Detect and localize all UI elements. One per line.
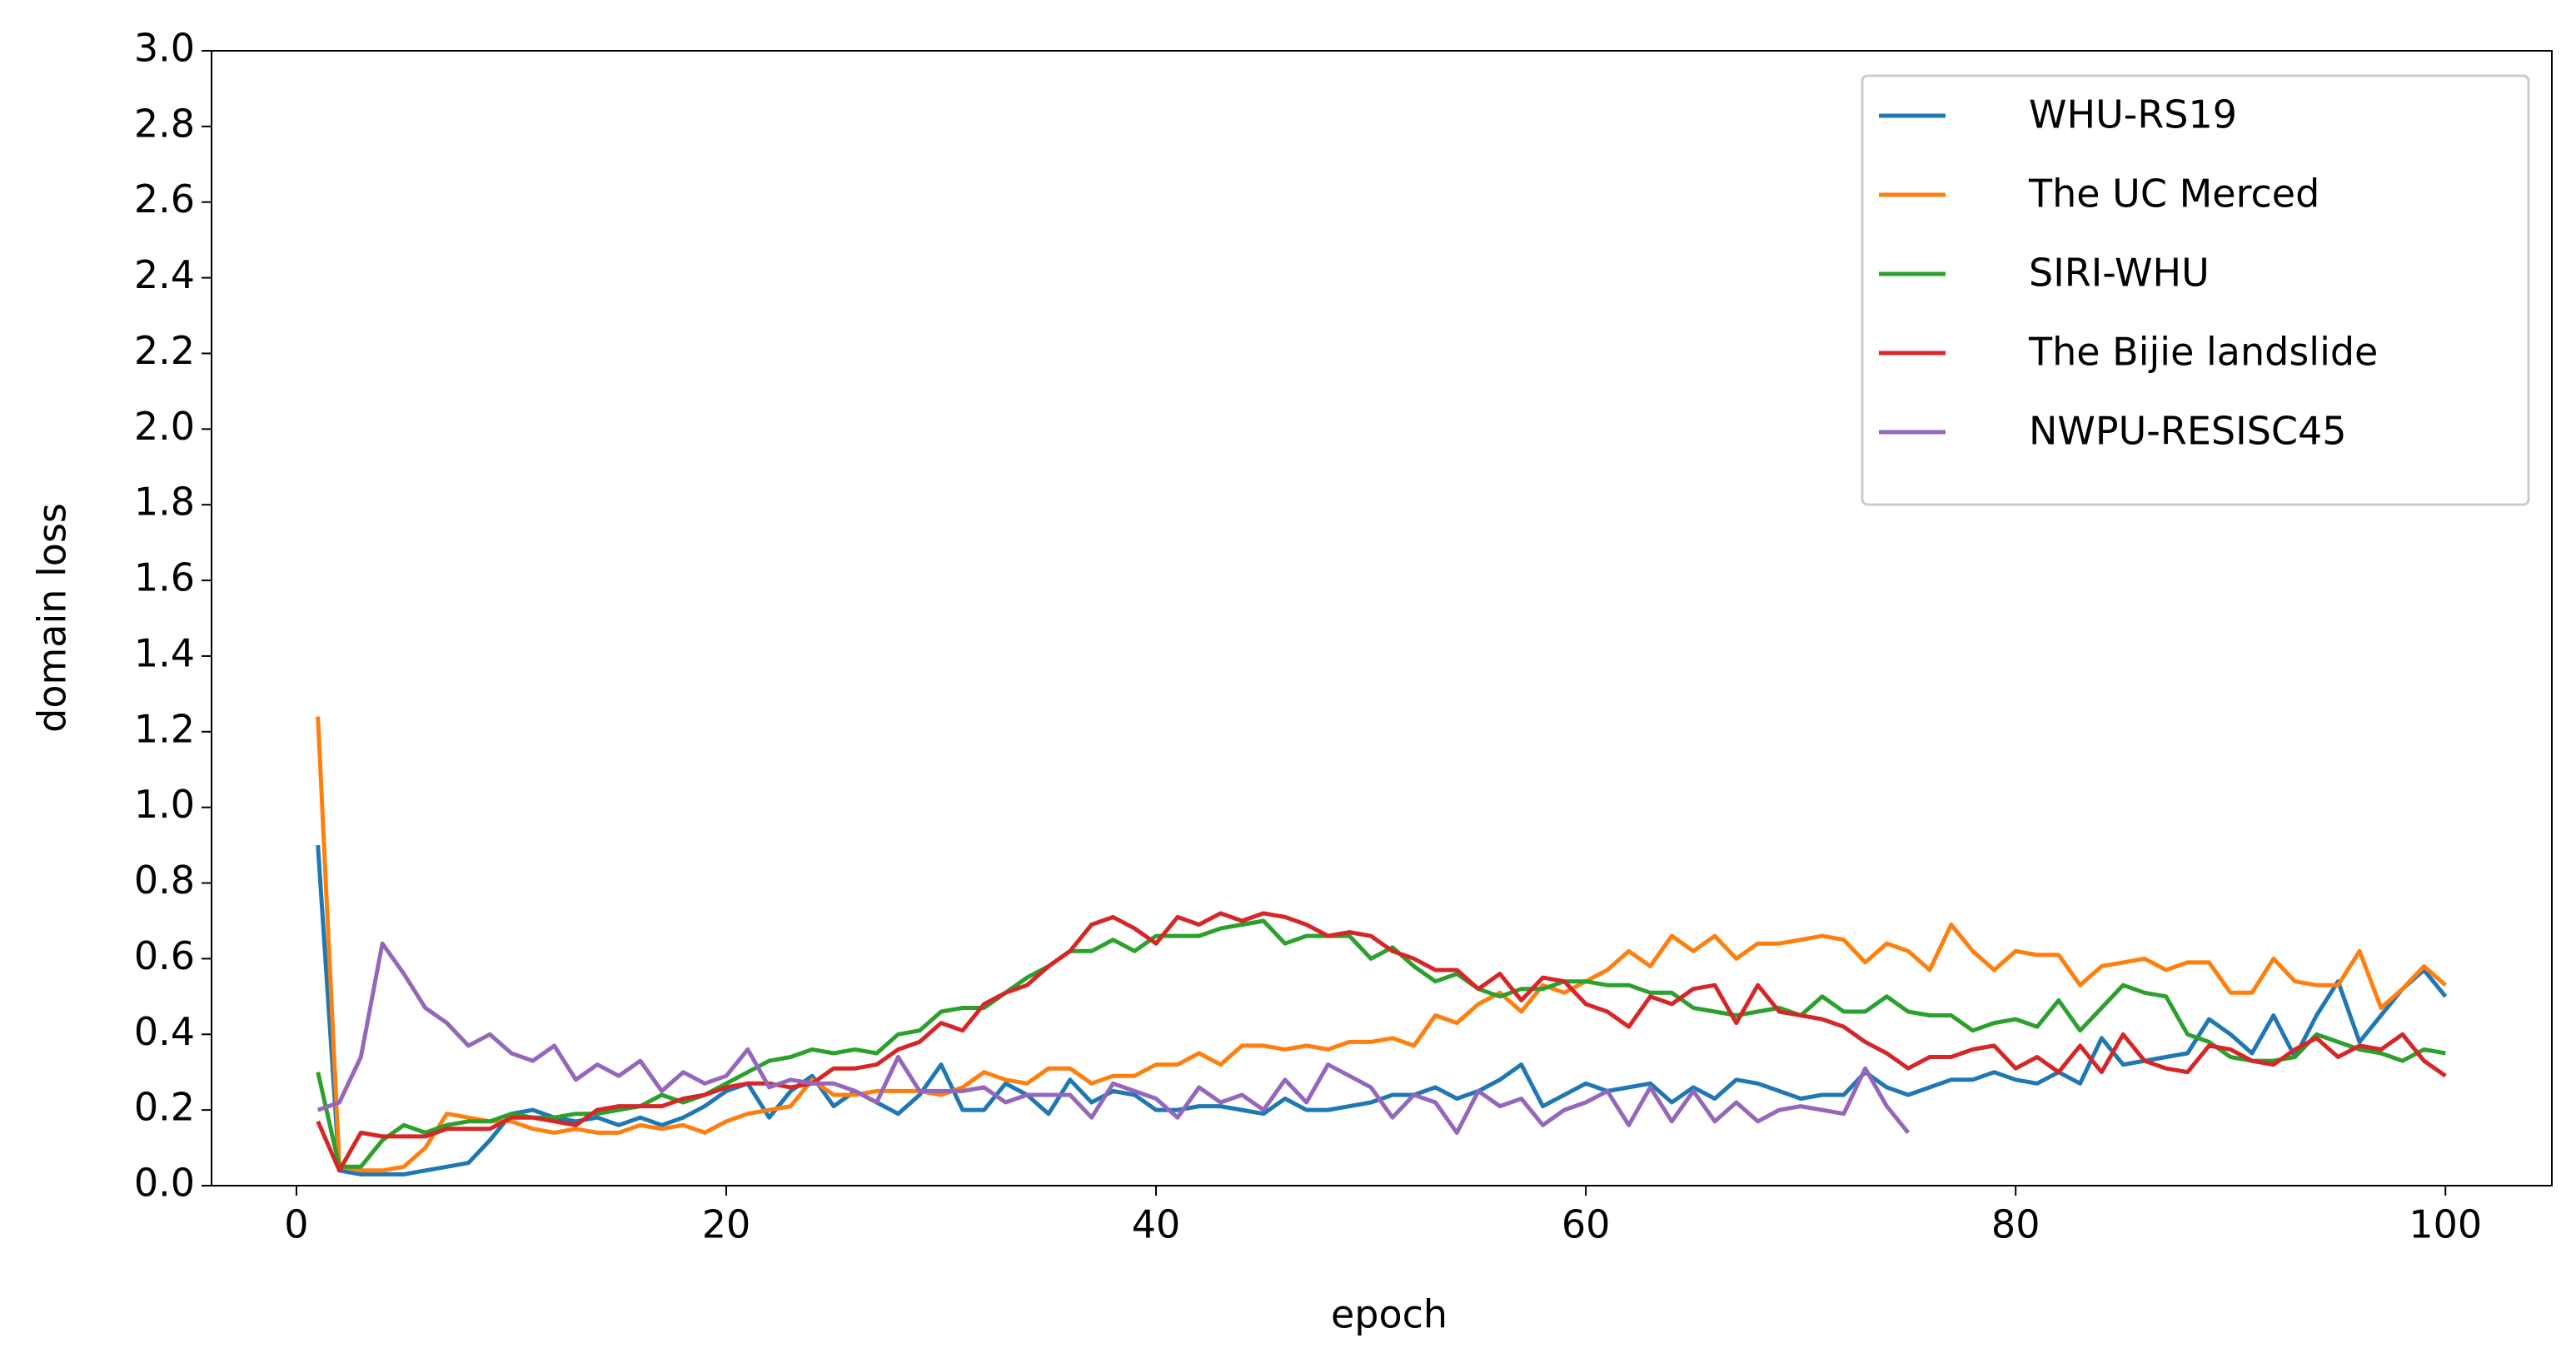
x-tick-label: 80: [1991, 1202, 2040, 1247]
y-tick-label: 0.0: [134, 1161, 195, 1206]
x-tick-label: 0: [284, 1202, 308, 1247]
legend-label: NWPU-RESISC45: [2029, 409, 2347, 454]
y-tick-label: 1.0: [134, 782, 195, 827]
y-tick-label: 0.6: [134, 933, 195, 978]
series-line: [316, 716, 2447, 1173]
y-tick-label: 0.8: [134, 858, 195, 903]
series-line: [316, 941, 1911, 1135]
legend-label: The Bijie landslide: [2028, 330, 2378, 375]
legend-label: WHU-RS19: [2029, 92, 2237, 137]
x-tick-label: 20: [702, 1202, 751, 1247]
y-tick-label: 1.4: [134, 630, 195, 675]
x-axis-label: epoch: [1331, 1292, 1447, 1337]
legend-label: The UC Merced: [2028, 172, 2319, 216]
series-line: [316, 911, 2447, 1173]
y-tick-label: 1.6: [134, 555, 195, 600]
y-tick-label: 2.0: [134, 404, 195, 449]
y-axis-label: domain loss: [30, 503, 75, 733]
y-tick-label: 0.4: [134, 1009, 195, 1054]
x-tick-label: 40: [1132, 1202, 1181, 1247]
y-tick-label: 3.0: [134, 26, 195, 71]
y-tick-label: 1.2: [134, 706, 195, 751]
x-tick-label: 60: [1562, 1202, 1611, 1247]
y-tick-label: 1.8: [134, 480, 195, 525]
series-line: [316, 918, 2446, 1169]
y-tick-label: 2.8: [134, 101, 195, 146]
y-tick-label: 2.6: [134, 177, 195, 221]
legend-label: SIRI-WHU: [2029, 251, 2210, 296]
y-tick-label: 2.2: [134, 328, 195, 373]
legend-box: [1861, 74, 2530, 506]
x-tick-label: 100: [2409, 1202, 2482, 1247]
y-tick-label: 2.4: [134, 252, 195, 297]
y-tick-label: 0.2: [134, 1085, 195, 1130]
plot-frame: [211, 50, 2553, 1186]
